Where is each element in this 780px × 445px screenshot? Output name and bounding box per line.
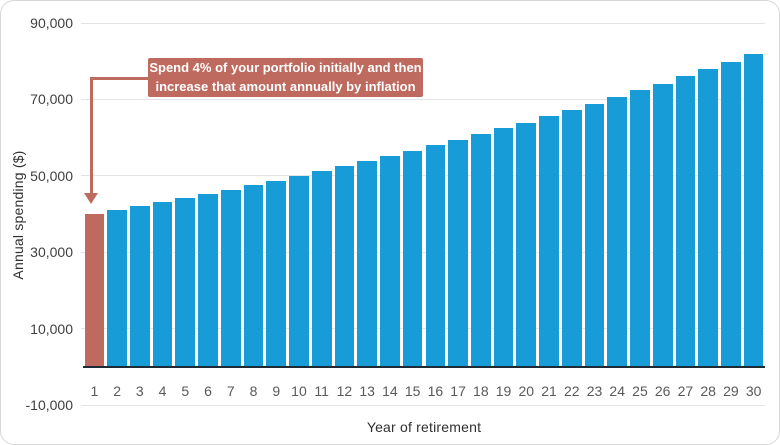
- annotation-callout: Spend 4% of your portfolio initially and…: [148, 58, 423, 97]
- x-tick-label-19: 19: [495, 383, 512, 399]
- x-tick-label-17: 17: [450, 383, 466, 399]
- y-tick-label-90,000: 90,000: [30, 15, 73, 31]
- y-axis-title: Annual spending ($): [10, 150, 26, 280]
- bar-year-21: [539, 116, 559, 367]
- bar-year-5: [175, 198, 196, 367]
- bar-year-7: [220, 189, 241, 367]
- x-tick-label-1: 1: [90, 383, 99, 399]
- bar-year-25: [630, 90, 650, 367]
- bar-year-15: [402, 150, 423, 367]
- y-tick-label-30,000: 30,000: [30, 244, 73, 261]
- x-tick-label-25: 25: [632, 383, 648, 399]
- x-tick-label-5: 5: [181, 383, 190, 399]
- gridline-70,000: [81, 98, 765, 100]
- annotation-arrow-vertical: [90, 77, 93, 193]
- bar-year-14: [380, 156, 400, 367]
- x-tick-label-6: 6: [204, 383, 212, 399]
- annotation-line-1: Spend 4% of your portfolio initially and…: [149, 60, 422, 76]
- x-tick-label-27: 27: [677, 383, 694, 399]
- bar-year-17: [448, 139, 468, 367]
- bar-year-26: [652, 83, 673, 367]
- bar-year-23: [584, 103, 605, 367]
- y-tick-label--10,000: -10,000: [25, 397, 73, 413]
- bar-year-3: [129, 206, 150, 367]
- bar-year-20: [516, 122, 537, 367]
- x-tick-label-20: 20: [518, 383, 535, 399]
- gridline-50,000: [81, 175, 765, 177]
- x-axis-title: Year of retirement: [366, 419, 482, 435]
- bar-year-24: [607, 97, 628, 367]
- x-tick-label-8: 8: [249, 383, 258, 399]
- bar-year-30: [743, 54, 764, 367]
- bar-year-29: [721, 61, 741, 367]
- x-tick-label-24: 24: [609, 383, 625, 399]
- x-tick-label-30: 30: [745, 383, 762, 399]
- x-tick-label-29: 29: [723, 383, 739, 399]
- x-tick-label-10: 10: [291, 383, 307, 399]
- gridline-10,000: [81, 328, 765, 330]
- bar-year-9: [266, 180, 287, 367]
- gridline-90,000: [81, 22, 765, 24]
- x-tick-label-23: 23: [586, 383, 603, 399]
- annotation-line-2: increase that amount annually by inflati…: [155, 78, 416, 94]
- bar-year-10: [289, 175, 309, 367]
- bar-year-18: [470, 134, 491, 367]
- x-tick-label-3: 3: [135, 383, 144, 399]
- bar-year-13: [357, 161, 378, 367]
- x-tick-label-26: 26: [654, 383, 671, 399]
- bar-year-11: [311, 171, 332, 367]
- x-axis-line: [83, 365, 765, 368]
- x-tick-label-11: 11: [314, 383, 329, 399]
- bar-year-16: [425, 145, 446, 367]
- bar-year-22: [561, 110, 582, 367]
- bar-year-28: [698, 69, 719, 367]
- y-tick-label-70,000: 70,000: [30, 91, 73, 108]
- bar-year-19: [493, 128, 514, 367]
- y-tick-label-50,000: 50,000: [30, 167, 73, 184]
- x-tick-label-28: 28: [700, 383, 716, 399]
- x-tick-label-18: 18: [473, 383, 489, 399]
- bar-year-12: [334, 166, 355, 367]
- bar-year-1: [84, 214, 105, 367]
- x-tick-label-15: 15: [404, 383, 421, 399]
- x-tick-label-12: 12: [336, 383, 353, 399]
- x-tick-label-7: 7: [226, 383, 235, 399]
- bar-year-8: [243, 185, 264, 367]
- x-tick-label-14: 14: [382, 383, 398, 399]
- x-tick-label-16: 16: [427, 383, 444, 399]
- x-tick-label-9: 9: [272, 383, 281, 399]
- annotation-arrow-horizontal: [90, 77, 148, 80]
- bar-year-4: [152, 202, 173, 367]
- x-tick-label-4: 4: [158, 383, 167, 399]
- gridline--10,000: [81, 404, 765, 406]
- bar-year-6: [198, 193, 218, 367]
- x-tick-label-21: 21: [541, 383, 557, 399]
- x-tick-label-13: 13: [359, 383, 375, 399]
- gridline-30,000: [81, 251, 765, 253]
- annotation-arrowhead-icon: [84, 193, 98, 204]
- y-tick-label-10,000: 10,000: [30, 320, 73, 337]
- bar-year-27: [675, 76, 696, 367]
- x-tick-label-22: 22: [563, 383, 580, 399]
- bar-year-2: [107, 210, 127, 367]
- x-tick-label-2: 2: [113, 383, 121, 399]
